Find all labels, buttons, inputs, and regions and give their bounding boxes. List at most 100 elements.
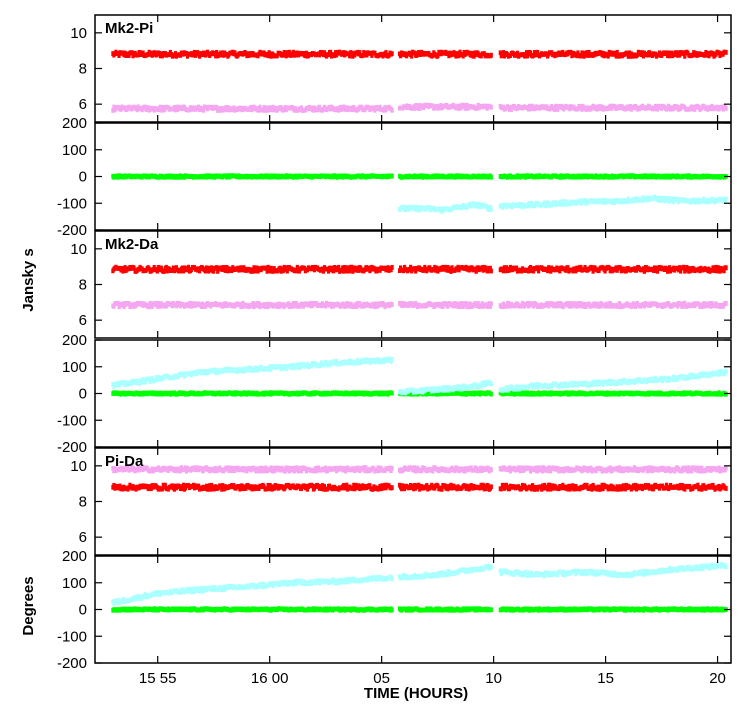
- pi-da-amplitude-point: [529, 468, 533, 474]
- mk2-da-amplitude-point: [652, 265, 657, 271]
- mk2-da-amplitude-point: [678, 265, 682, 270]
- mk2-pi-amplitude-point: [579, 104, 583, 109]
- pi-da-amplitude-point: [489, 467, 493, 473]
- mk2-da-amplitude-point: [255, 265, 259, 271]
- pi-da-amplitude-point: [520, 465, 525, 471]
- pi-da-amplitude-point: [362, 465, 366, 470]
- mk2-da-phase-point: [296, 362, 300, 368]
- pi-da-amplitude-point: [229, 465, 233, 471]
- mk2-da-amplitude-point: [398, 268, 402, 273]
- mk2-da-phase-point: [122, 379, 126, 385]
- mk2-pi-amplitude-point: [282, 50, 286, 55]
- mk2-da-amplitude-point: [546, 301, 550, 306]
- mk2-pi-phase-point: [662, 196, 666, 201]
- mk2-da-amplitude-point: [557, 266, 561, 271]
- mk2-da-amplitude-point: [345, 268, 349, 274]
- mk2-pi-amplitude-point: [569, 49, 573, 55]
- mk2-pi-amplitude-point: [299, 105, 303, 111]
- mk2-da-amplitude-point: [486, 268, 490, 274]
- mk2-da-amplitude-point: [519, 268, 524, 274]
- mk2-da-amplitude-point: [327, 268, 331, 274]
- mk2-pi-amplitude-point: [361, 53, 365, 58]
- mk2-da-phase-point: [489, 391, 493, 397]
- mk2-pi-amplitude-point: [501, 50, 505, 55]
- pi-da-amplitude-point: [184, 468, 189, 474]
- mk2-da-phase-point: [355, 360, 359, 366]
- mk2-pi-amplitude-point: [141, 50, 145, 56]
- mk2-da-amplitude-point: [489, 301, 493, 307]
- mk2-pi-phase-point: [439, 206, 443, 212]
- mk2-da-phase-series-cyan: [111, 356, 394, 389]
- mk2-pi-amplitude-point: [399, 53, 403, 59]
- mk2-da-amplitude-point: [294, 300, 298, 306]
- mk2-da-amplitude-point: [321, 268, 326, 274]
- mk2-pi-phase-point: [625, 199, 629, 204]
- mk2-da-amplitude-point: [461, 304, 465, 309]
- mk2-pi-amplitude-point: [502, 53, 506, 59]
- mk2-da-amplitude-point: [251, 301, 255, 306]
- pi-da-amplitude-point: [420, 468, 424, 474]
- mk2-da-amplitude-point: [668, 265, 672, 270]
- mk2-da-amplitude-point: [445, 267, 449, 273]
- mk2-pi-amplitude-point: [683, 53, 687, 59]
- pi-da-amplitude-point: [271, 468, 275, 474]
- mk2-da-amplitude-point: [162, 268, 166, 274]
- pi-da-amplitude-point: [388, 465, 392, 471]
- mk2-pi-amplitude-point: [418, 106, 422, 111]
- mk2-da-amplitude-point: [281, 268, 285, 274]
- mk2-da-amplitude-point: [181, 268, 186, 274]
- mk2-pi-amplitude-point: [275, 53, 279, 59]
- pi-da-amplitude-point: [518, 468, 523, 474]
- mk2-pi-amplitude-point: [614, 53, 618, 59]
- mk2-pi-amplitude-point: [586, 53, 590, 58]
- mk2-pi-amplitude-point: [382, 107, 386, 113]
- mk2-pi-phase-point: [489, 206, 493, 212]
- pi-da-amplitude-point: [291, 466, 295, 471]
- mk2-da-amplitude-point: [558, 268, 562, 274]
- mk2-da-amplitude-point: [724, 301, 728, 306]
- mk2-pi-amplitude-point: [717, 50, 721, 56]
- mk2-pi-amplitude-point: [348, 53, 352, 59]
- mk2-da-phase-point: [278, 363, 282, 369]
- mk2-da-phase-point: [442, 388, 446, 393]
- mk2-da-amplitude-point: [527, 268, 531, 274]
- mk2-da-amplitude-point: [506, 300, 510, 306]
- pi-da-amplitude-point: [364, 465, 368, 470]
- mk2-pi-amplitude-point: [271, 104, 275, 110]
- mk2-pi-amplitude-point: [641, 53, 645, 59]
- mk2-da-amplitude-point: [710, 267, 714, 273]
- mk2-da-amplitude-point: [324, 303, 328, 309]
- mk2-pi-amplitude-point: [515, 50, 520, 56]
- mk2-pi-amplitude-point: [489, 104, 493, 110]
- pi-da-amplitude-point: [507, 465, 511, 471]
- mk2-pi-amplitude-point: [682, 50, 686, 56]
- pi-da-amplitude-point: [126, 465, 130, 471]
- pi-da-amplitude-point: [269, 465, 273, 471]
- mk2-pi-amplitude-point: [286, 52, 290, 58]
- mk2-da-amplitude-point: [290, 304, 294, 309]
- pi-da-amplitude-point: [542, 465, 546, 470]
- mk2-da-amplitude-point: [502, 265, 506, 270]
- pi-da-amplitude-point: [296, 468, 300, 474]
- mk2-da-amplitude-point: [718, 268, 722, 274]
- mk2-pi-amplitude-point: [535, 52, 539, 58]
- mk2-da-amplitude-point: [686, 266, 690, 271]
- mk2-pi-amplitude-point: [342, 50, 346, 55]
- pi-da-amplitude-point: [343, 466, 347, 471]
- mk2-da-amplitude-point: [476, 301, 480, 306]
- mk2-pi-amplitude-point: [628, 53, 632, 59]
- mk2-da-amplitude-point: [422, 268, 426, 273]
- mk2-da-amplitude-point: [164, 303, 168, 309]
- mk2-da-amplitude-point: [500, 304, 504, 310]
- pi-da-amplitude-point: [431, 468, 435, 474]
- mk2-pi-amplitude-point: [233, 50, 237, 56]
- mk2-pi-amplitude-point: [317, 52, 322, 58]
- mk2-da-amplitude-point: [614, 265, 618, 271]
- mk2-da-phase-point: [461, 383, 465, 389]
- mk2-da-phase-point: [479, 383, 483, 389]
- mk2-da-amplitude-point: [242, 265, 246, 270]
- pi-da-amplitude-point: [375, 468, 379, 474]
- mk2-da-amplitude-point: [241, 300, 245, 306]
- mk2-pi-amplitude-point: [652, 106, 657, 112]
- mk2-da-amplitude-point: [504, 303, 508, 309]
